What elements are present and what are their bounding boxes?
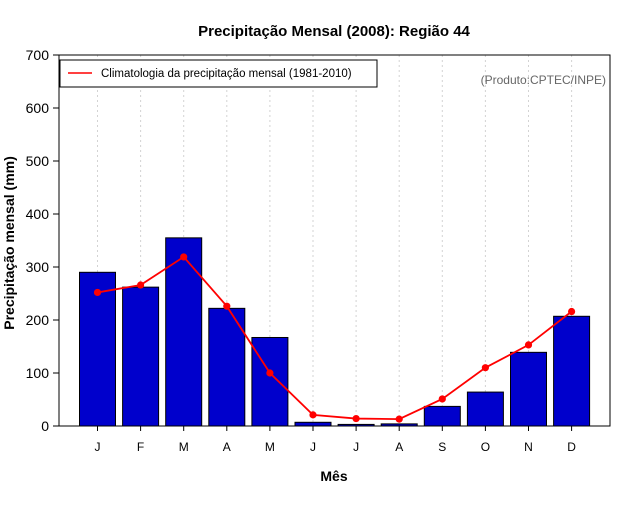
climatology-point [568,307,576,316]
y-tick-label: 100 [26,365,50,381]
bar [510,351,547,427]
grid-lines [97,55,573,426]
legend-box [59,59,378,88]
climatology-line [97,255,573,421]
x-axis-label: Mês [320,468,347,484]
x-tick-label: M [265,440,275,454]
x-tick-label: A [223,440,231,454]
climatology-point [352,414,360,423]
bar [294,421,332,427]
climatology-point [180,253,188,261]
legend-label: Climatologia da precipitação mensal (198… [101,68,352,80]
bar [208,307,246,427]
climatology-point [266,369,274,377]
y-tick-label: 200 [26,312,50,328]
x-tick-label: J [310,440,316,454]
chart-title: Precipitação Mensal (2008): Região 44 [198,23,470,40]
x-tick-label: S [438,440,446,454]
bar [165,237,203,427]
source-annotation: (Produto:CPTEC/INPE) [481,73,606,87]
y-tick-label: 300 [26,259,50,275]
x-tick-label: O [481,440,490,454]
y-axis: 0 100 200 300 400 500 600 700 [26,47,59,434]
y-tick-label: 600 [26,100,50,116]
climatology-point [309,411,317,419]
climatology-point [524,341,533,349]
climatology-point [481,364,489,372]
x-tick-label: M [179,440,189,454]
bar [466,391,504,427]
y-tick-label: 400 [26,206,50,222]
climatology-point [93,288,102,297]
plot-frame [58,54,611,427]
y-tick-label: 500 [26,153,50,169]
bar [122,286,160,427]
legend: Climatologia da precipitação mensal (198… [59,59,378,88]
x-tick-label: A [395,440,403,454]
bar [251,336,289,427]
x-tick-label: J [95,440,101,454]
climatology-point [223,302,231,310]
y-tick-label: 0 [41,418,49,434]
y-axis-label: Precipitação mensal (mm) [1,156,17,330]
bar-series [79,237,591,427]
y-tick-label: 700 [26,47,50,63]
x-tick-label: F [137,440,144,454]
x-tick-label: N [524,440,533,454]
bar [423,405,461,427]
climatology-series [93,253,576,423]
bar [553,315,591,427]
climatology-point [395,415,403,423]
x-tick-label: J [353,440,359,454]
climatology-point [137,281,145,289]
x-tick-label: D [567,440,576,454]
bar [79,271,116,427]
climatology-point [438,395,446,403]
